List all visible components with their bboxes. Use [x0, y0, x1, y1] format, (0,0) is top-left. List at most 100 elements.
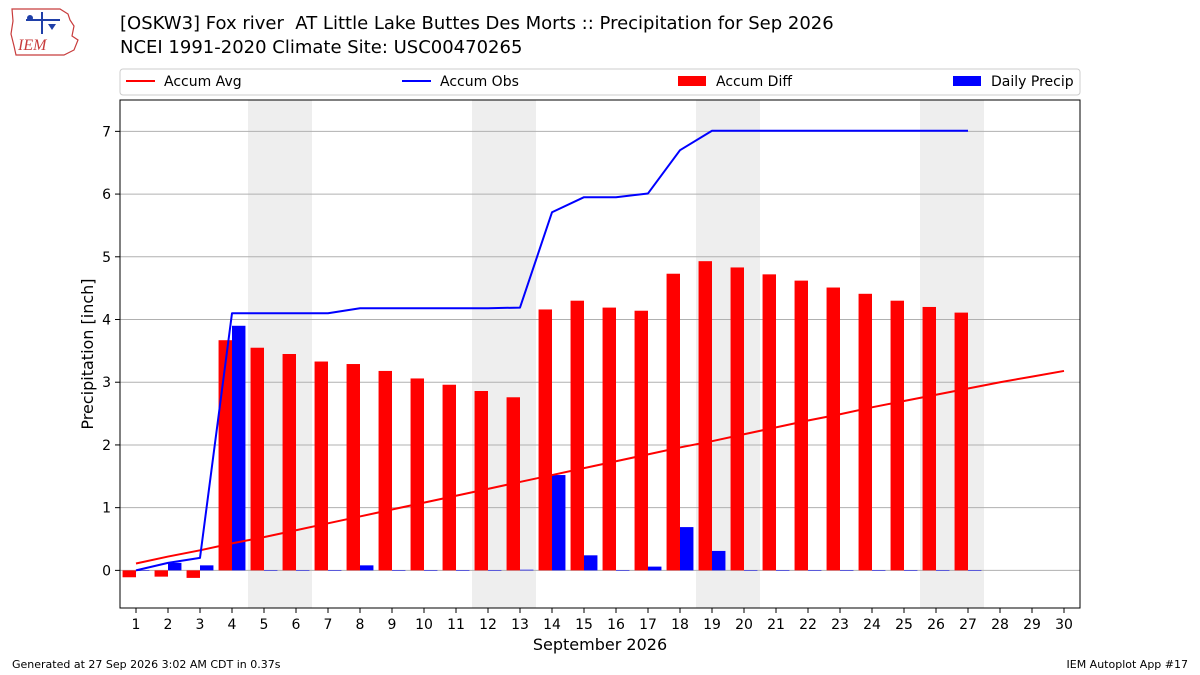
accum-diff-bar [826, 287, 840, 571]
legend-accum-diff-swatch [678, 76, 706, 86]
accum-diff-bar [858, 293, 872, 571]
chart-title: [OSKW3] Fox river AT Little Lake Buttes … [120, 13, 834, 34]
x-axis-label: September 2026 [533, 635, 667, 654]
daily-precip-bar [648, 566, 662, 571]
daily-precip-bar [904, 570, 918, 571]
x-tick-label: 20 [735, 617, 753, 633]
daily-precip-bar [552, 475, 566, 571]
x-tick-label: 28 [991, 617, 1009, 633]
accum-diff-bar [634, 310, 648, 571]
daily-precip-bar [360, 565, 374, 571]
accum-diff-bar [186, 570, 200, 578]
x-tick-label: 15 [575, 617, 593, 633]
x-tick-label: 4 [228, 617, 237, 633]
accum-diff-bar [602, 307, 616, 571]
x-tick-label: 19 [703, 617, 721, 633]
legend-daily-precip-swatch [953, 76, 981, 86]
x-tick-label: 1 [132, 617, 141, 633]
x-tick-label: 26 [927, 617, 945, 633]
x-tick-label: 18 [671, 617, 689, 633]
legend-daily-precip-label: Daily Precip [991, 74, 1074, 90]
generated-note: Generated at 27 Sep 2026 3:02 AM CDT in … [12, 658, 281, 671]
x-tick-label: 21 [767, 617, 785, 633]
legend: Accum Avg Accum Obs Accum Diff Daily Precip [119, 68, 1081, 96]
accum-diff-bar [570, 300, 584, 571]
accum-diff-bar [794, 280, 808, 571]
plot-frame [119, 99, 1081, 609]
iem-logo: IEM [10, 8, 79, 56]
daily-precip-bar [296, 570, 310, 571]
x-tick-label: 12 [479, 617, 497, 633]
x-tick-label: 2 [164, 617, 173, 633]
daily-precip-bar [872, 570, 886, 571]
accum-diff-bar [698, 261, 712, 571]
legend-accum-diff-label: Accum Diff [716, 74, 792, 90]
y-tick-label: 1 [102, 501, 111, 517]
daily-precip-bar [488, 570, 502, 571]
accum-diff-bar [346, 364, 360, 571]
daily-precip-bar [680, 527, 694, 571]
y-tick-label: 3 [102, 375, 111, 391]
x-tick-label: 11 [447, 617, 465, 633]
daily-precip-bar [424, 570, 438, 571]
daily-precip-bar [264, 570, 278, 571]
y-tick-label: 2 [102, 438, 111, 454]
legend-box [119, 68, 1081, 96]
accum-obs-line [135, 129, 968, 572]
accum-diff-bar [538, 309, 552, 571]
y-tick-label: 5 [102, 250, 111, 266]
accum-avg-line [135, 369, 1065, 565]
y-tick-label: 4 [102, 313, 111, 329]
legend-accum-obs-label: Accum Obs [440, 74, 519, 90]
accum-diff-bar [378, 370, 392, 571]
x-tick-label: 17 [639, 617, 657, 633]
daily-precip-bar [520, 569, 534, 571]
daily-precip-bar [200, 565, 214, 571]
x-tick-label: 14 [543, 617, 561, 633]
y-tick-label: 7 [102, 124, 111, 140]
daily-precip-bar [168, 562, 182, 571]
y-tick-label: 0 [102, 563, 111, 579]
x-tick-label: 5 [260, 617, 269, 633]
x-tick-label: 16 [607, 617, 625, 633]
accum-diff-bar [730, 267, 744, 571]
x-tick-label: 8 [356, 617, 365, 633]
legend-accum-avg-label: Accum Avg [164, 74, 242, 90]
grid-lines [120, 130, 1080, 571]
x-tick-label: 7 [324, 617, 333, 633]
daily-precip-bar [840, 570, 854, 571]
x-tick-label: 27 [959, 617, 977, 633]
accum-diff-bar [122, 570, 136, 578]
daily-precip-bar [776, 570, 790, 571]
lines [135, 129, 1065, 572]
daily-precip-bar [744, 570, 758, 571]
accum-diff-bar [474, 391, 488, 571]
daily-precip-bar [232, 325, 246, 571]
daily-precip-bar [616, 570, 630, 571]
logo-text: IEM [17, 37, 48, 54]
accum-diff-bar [410, 378, 424, 571]
accum-diff-bar [314, 361, 328, 571]
x-tick-label: 3 [196, 617, 205, 633]
x-tick-label: 23 [831, 617, 849, 633]
accum-diff-bar [442, 384, 456, 571]
daily-precip-bar [392, 570, 406, 571]
x-tick-label: 22 [799, 617, 817, 633]
chart-subtitle: NCEI 1991-2020 Climate Site: USC00470265 [120, 37, 523, 58]
bars [122, 261, 982, 578]
accum-diff-bar [666, 273, 680, 571]
x-tick-label: 13 [511, 617, 529, 633]
accum-diff-bar [218, 340, 232, 571]
x-tick-label: 29 [1023, 617, 1041, 633]
y-axis-label: Precipitation [inch] [78, 278, 97, 429]
x-tick-label: 10 [415, 617, 433, 633]
daily-precip-bar [968, 570, 982, 571]
accum-diff-bar [282, 354, 296, 571]
app-note: IEM Autoplot App #17 [1066, 658, 1189, 671]
x-tick-label: 30 [1055, 617, 1073, 633]
accum-diff-bar [890, 300, 904, 571]
x-tick-label: 24 [863, 617, 881, 633]
daily-precip-bar [136, 570, 150, 571]
